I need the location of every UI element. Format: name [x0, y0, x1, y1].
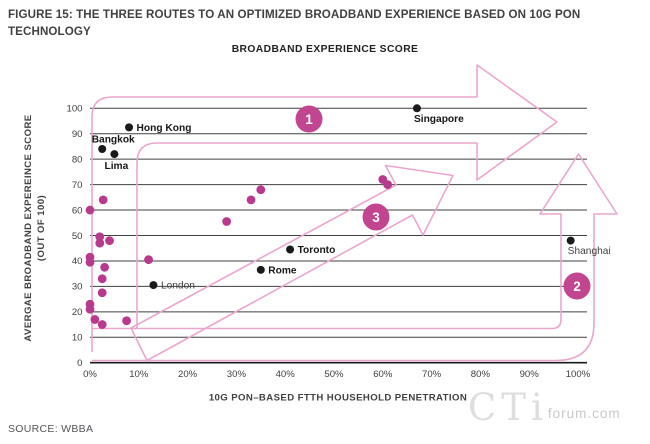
route-1-arrow [91, 64, 558, 352]
watermark-sub-text: forum.com [547, 406, 621, 421]
y-tick-label: 80 [72, 154, 83, 165]
data-point [105, 236, 114, 245]
y-tick-label: 90 [72, 129, 83, 140]
source-note: SOURCE: WBBA [8, 423, 94, 435]
x-tick-label: 70% [422, 369, 442, 380]
data-point [97, 274, 107, 284]
watermark-logo-text: CTi [468, 386, 548, 429]
data-point [256, 185, 266, 195]
data-point [122, 316, 131, 326]
data-point [144, 255, 153, 265]
data-point [246, 195, 256, 205]
city-point [125, 123, 134, 132]
route-1-badge [295, 105, 323, 133]
city-label: London [161, 281, 195, 292]
tick-labels-layer: 0 10 20 30 40 50 60 70 80 90 100 0% 10% 20% 30% 40% 50% 6… [66, 104, 590, 380]
figure-caption: FIGURE 15: THE THREE ROUTES TO AN OPTIMI… [8, 8, 581, 39]
y-tick-label: 40 [72, 256, 83, 267]
route-1-number: 1 [305, 112, 313, 127]
data-point [98, 195, 108, 205]
x-axis-title: 10G PON–BASED FTTH HOUSEHOLD PENETRATION [209, 393, 467, 404]
x-tick-label: 0% [83, 369, 97, 380]
x-tick-label: 10% [129, 369, 149, 380]
data-point [97, 288, 107, 298]
data-point [85, 257, 95, 267]
route-3-arrow [130, 164, 454, 362]
city-point [256, 265, 265, 274]
route-2-arrow [92, 153, 618, 362]
route-3-badge [362, 203, 390, 231]
y-tick-label: 100 [66, 104, 82, 115]
route-badges-layer: 1 2 3 [295, 105, 591, 300]
x-tick-label: 80% [471, 369, 491, 380]
y-tick-label: 30 [72, 282, 83, 293]
city-point [412, 104, 421, 113]
city-point [110, 150, 119, 159]
city-label: Shanghai [568, 246, 611, 257]
route-2-number: 2 [573, 279, 581, 294]
chart-title: BROADBAND EXPERIENCE SCORE [231, 44, 419, 55]
city-point [566, 236, 575, 245]
x-tick-label: 60% [373, 369, 393, 380]
x-tick-label: 40% [276, 369, 296, 380]
city-label: Rome [268, 265, 297, 276]
watermark: CTi forum.com [468, 389, 621, 426]
route-3-number: 3 [372, 210, 380, 225]
data-point [383, 180, 393, 190]
city-label: Toronto [298, 245, 336, 256]
data-point [95, 238, 105, 248]
city-point [149, 281, 158, 290]
data-point [85, 304, 95, 314]
x-tick-label: 30% [227, 369, 247, 380]
data-point [97, 320, 107, 329]
y-axis-title-line2: (OUT OF 100) [36, 195, 47, 261]
y-tick-label: 0 [77, 358, 82, 369]
y-tick-label: 50 [72, 231, 83, 242]
x-tick-label: 100% [566, 369, 591, 380]
city-point [98, 145, 107, 154]
data-point [100, 262, 110, 272]
y-axis-title-line1: AVERGAE BROADBAND EXPEREINCE SCORE [23, 114, 34, 341]
data-point [90, 315, 100, 324]
data-point [222, 217, 232, 226]
city-label: Bangkok [92, 135, 135, 146]
y-tick-label: 10 [72, 333, 83, 344]
x-tick-label: 50% [324, 369, 344, 380]
y-tick-label: 20 [72, 307, 83, 318]
gridlines-layer [90, 107, 587, 364]
city-label: Hong Kong [137, 123, 192, 134]
data-points-layer [85, 104, 575, 329]
city-label: Lima [105, 161, 129, 172]
route-arrows-layer [91, 64, 618, 362]
route-2-badge [563, 272, 591, 300]
data-point [95, 232, 105, 242]
x-tick-label: 20% [178, 369, 198, 380]
city-label: Singapore [414, 114, 464, 125]
data-point [85, 205, 95, 215]
city-point [286, 245, 295, 254]
y-tick-label: 60 [72, 205, 83, 216]
x-tick-label: 90% [520, 369, 540, 380]
y-tick-label: 70 [72, 180, 83, 191]
